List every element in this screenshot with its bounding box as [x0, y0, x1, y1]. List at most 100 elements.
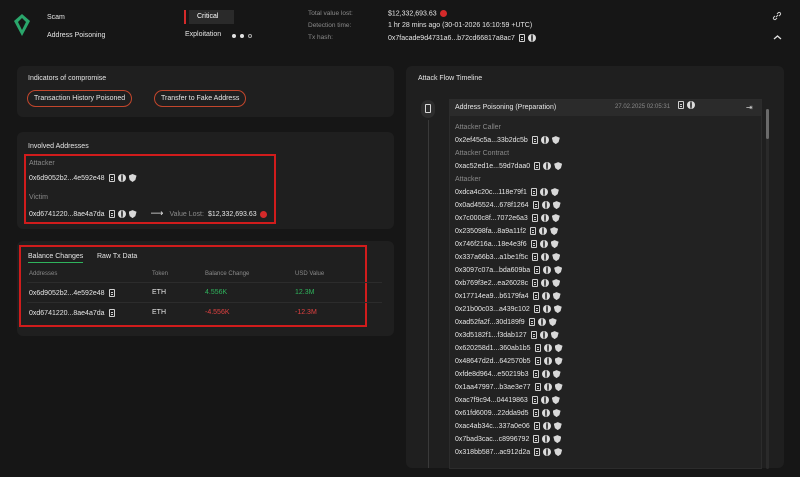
copy-icon[interactable] [531, 136, 538, 145]
scrollbar-thumb[interactable] [766, 109, 769, 139]
attacker-address[interactable]: 0x7bad3cac...c8996792 [455, 436, 530, 443]
explorer-icon[interactable] [542, 305, 551, 314]
explorer-icon[interactable] [542, 422, 551, 431]
scan-icon[interactable] [554, 344, 563, 353]
copy-icon[interactable] [108, 289, 115, 297]
attacker-address[interactable]: 0x21b00c03...a439c102 [455, 306, 530, 313]
scan-icon[interactable] [553, 422, 562, 431]
copy-icon[interactable] [534, 162, 541, 171]
copy-icon[interactable] [534, 448, 541, 457]
indicator-tag[interactable]: Transfer to Fake Address [154, 90, 247, 107]
explorer-icon[interactable] [541, 292, 550, 301]
indicator-tag[interactable]: Transaction History Poisoned [27, 90, 133, 107]
scan-icon[interactable] [128, 210, 137, 219]
copy-icon[interactable] [532, 201, 539, 210]
attacker-address[interactable]: 0x61fd6009...22dda9d5 [455, 410, 529, 417]
scan-icon[interactable] [550, 227, 559, 236]
scan-icon[interactable] [551, 396, 560, 405]
scan-icon[interactable] [552, 370, 561, 379]
explorer-icon[interactable] [540, 396, 549, 405]
attacker-address[interactable]: 0x6d9052b2...4e592e48 [29, 174, 105, 182]
copy-icon[interactable] [528, 318, 535, 327]
attacker-address[interactable]: 0x7c000c8f...7072e6a3 [455, 215, 528, 222]
explorer-icon[interactable] [527, 34, 536, 42]
copy-icon[interactable] [530, 240, 537, 249]
attacker-address[interactable]: 0xb769f3e2...ea26028c [455, 280, 529, 287]
scan-icon[interactable] [554, 383, 563, 392]
copy-icon[interactable] [534, 266, 541, 275]
tab-raw-tx-data[interactable]: Raw Tx Data [97, 253, 138, 260]
copy-icon[interactable] [532, 279, 539, 288]
copy-icon[interactable] [532, 409, 539, 418]
attacker-address[interactable]: 0xac4ab34c...337a0e06 [455, 423, 530, 430]
copy-icon[interactable] [108, 174, 115, 182]
explorer-icon[interactable] [117, 210, 126, 219]
copy-icon[interactable] [533, 435, 540, 444]
scrollbar-track[interactable] [766, 109, 769, 469]
explorer-icon[interactable] [541, 279, 550, 288]
scan-icon[interactable] [550, 331, 559, 340]
copy-icon[interactable] [530, 188, 537, 197]
link-icon[interactable] [772, 11, 782, 21]
explorer-icon[interactable] [541, 201, 550, 210]
copy-icon[interactable] [678, 101, 684, 109]
scan-icon[interactable] [550, 240, 559, 249]
copy-icon[interactable] [533, 422, 540, 431]
attacker-address[interactable]: 0x318bb587...ac912d2a [455, 449, 531, 456]
attacker-address[interactable]: 0xad52fa2f...30d189f9 [455, 319, 525, 326]
explorer-icon[interactable] [543, 357, 552, 366]
scan-icon[interactable] [548, 318, 557, 327]
scan-icon[interactable] [554, 448, 563, 457]
explorer-icon[interactable] [117, 174, 126, 182]
copy-icon[interactable] [108, 309, 115, 317]
explorer-icon[interactable] [539, 227, 548, 236]
attacker-address[interactable]: 0x746f216a...18e4e3f6 [455, 241, 527, 248]
attacker-address[interactable]: 0xac7f9c94...04419863 [455, 397, 528, 404]
explorer-icon[interactable] [543, 448, 552, 457]
copy-icon[interactable] [532, 370, 539, 379]
attacker-address[interactable]: 0x48647d2d...642570b5 [455, 358, 531, 365]
scan-icon[interactable] [552, 201, 561, 210]
copy-icon[interactable] [534, 383, 541, 392]
scan-icon[interactable] [128, 174, 137, 182]
scan-icon[interactable] [552, 279, 561, 288]
chevron-up-icon[interactable] [773, 34, 782, 41]
copy-icon[interactable] [534, 344, 541, 353]
scan-icon[interactable] [551, 214, 560, 223]
scan-icon[interactable] [553, 305, 562, 314]
copy-icon[interactable] [108, 210, 115, 219]
attacker-address[interactable]: 0x337a66b3...a1be1f5c [455, 254, 529, 261]
copy-icon[interactable] [532, 292, 539, 301]
explorer-icon[interactable] [543, 162, 552, 171]
tx-hash-value[interactable]: 0x7facade9d4731a6...b72cd66817a8ac7 [388, 34, 515, 42]
explorer-icon[interactable] [541, 409, 550, 418]
scan-icon[interactable] [550, 188, 559, 197]
attacker-address[interactable]: 0x0ad45524...678f1264 [455, 202, 529, 209]
scan-icon[interactable] [554, 266, 563, 275]
victim-address[interactable]: 0xd6741220...8ae4a7da [29, 211, 105, 218]
copy-icon[interactable] [530, 331, 537, 340]
copy-icon[interactable] [518, 34, 525, 42]
scan-icon[interactable] [554, 357, 563, 366]
tab-balance-changes[interactable]: Balance Changes [28, 253, 84, 263]
attacker-address[interactable]: 0xfde8d964...e50219b3 [455, 371, 529, 378]
export-icon[interactable]: ⇥ [746, 103, 753, 112]
explorer-icon[interactable] [541, 253, 550, 262]
copy-icon[interactable] [532, 253, 539, 262]
explorer-icon[interactable] [539, 240, 548, 249]
attacker-address[interactable]: 0xdca4c20c...118e79f1 [455, 189, 527, 196]
attacker-address[interactable]: 0x620258d1...360ab1b5 [455, 345, 531, 352]
scan-icon[interactable] [552, 253, 561, 262]
scan-icon[interactable] [552, 409, 561, 418]
attacker-contract-address[interactable]: 0xac52ed1e...59d7daa0 [455, 163, 531, 170]
row-address[interactable]: 0x6d9052b2...4e592e48 [29, 289, 105, 297]
scan-icon[interactable] [551, 136, 560, 145]
explorer-icon[interactable] [543, 383, 552, 392]
explorer-icon[interactable] [542, 435, 551, 444]
copy-icon[interactable] [531, 214, 538, 223]
copy-icon[interactable] [534, 357, 541, 366]
explorer-icon[interactable] [543, 266, 552, 275]
explorer-icon[interactable] [539, 331, 548, 340]
attacker-address[interactable]: 0x3d5182f1...f3dab127 [455, 332, 527, 339]
scan-icon[interactable] [554, 162, 563, 171]
